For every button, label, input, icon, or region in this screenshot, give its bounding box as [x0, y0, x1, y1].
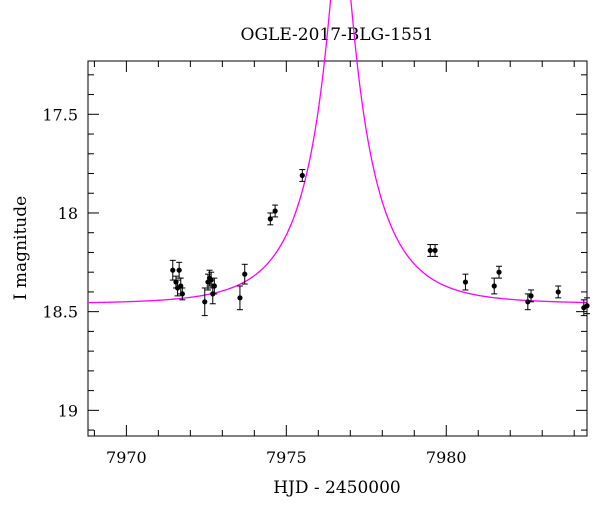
data-point	[525, 299, 531, 305]
data-point-group	[201, 287, 208, 317]
model-layer	[87, 0, 588, 304]
data-point	[211, 283, 217, 289]
data-point-group	[555, 285, 562, 299]
data-point	[242, 271, 248, 277]
data-point	[555, 289, 561, 295]
data-point-group	[432, 244, 439, 257]
data-point	[202, 299, 208, 305]
data-point	[237, 295, 243, 301]
x-axis-label: HJD - 2450000	[273, 478, 401, 498]
data-point-group	[491, 277, 498, 295]
data-point	[496, 269, 502, 275]
data-point	[179, 291, 185, 297]
data-point-group	[528, 289, 535, 303]
data-point-group	[496, 265, 503, 279]
data-point-group	[462, 273, 469, 291]
data-point-group	[169, 259, 176, 281]
data-point	[299, 172, 305, 179]
data-point-group	[584, 297, 590, 315]
model-curve	[87, 0, 588, 304]
data-point	[208, 277, 214, 283]
x-tick-label: 7980	[426, 448, 467, 467]
chart-title: OGLE-2017-BLG-1551	[241, 25, 434, 45]
data-point	[170, 267, 176, 273]
data-point-group	[267, 212, 274, 226]
data-point-group	[211, 277, 218, 295]
data-point	[462, 279, 469, 285]
y-tick-label: 18.5	[42, 303, 78, 322]
axis-ticks	[88, 61, 587, 436]
plot-border	[87, 60, 588, 437]
data-point-group	[241, 263, 248, 285]
plot-frame	[87, 60, 588, 437]
y-tick-label: 18	[58, 204, 78, 223]
y-tick-label: 17.5	[42, 105, 78, 124]
data-point	[432, 247, 438, 254]
x-tick-label: 7970	[106, 448, 147, 467]
x-tick-label: 7975	[266, 448, 307, 467]
axis-tick-labels: 7970 7975 7980 17.5 18 18.5 19	[42, 105, 466, 467]
data-point	[491, 283, 497, 289]
data-point	[272, 208, 278, 214]
y-axis-label: I magnitude	[11, 196, 31, 300]
data-point	[528, 293, 534, 299]
data-points	[169, 169, 590, 317]
y-tick-label: 19	[58, 401, 78, 420]
data-point-group	[179, 287, 186, 301]
data-point	[267, 216, 273, 222]
data-point-group	[177, 277, 184, 295]
data-point-group	[299, 169, 306, 182]
data-point	[427, 247, 433, 254]
data-point-group	[272, 204, 279, 218]
data-point	[176, 267, 182, 273]
data-point	[584, 303, 590, 309]
data-point-group	[524, 293, 531, 311]
data-point-group	[208, 271, 215, 289]
data-point-group	[236, 285, 243, 311]
data-point	[178, 283, 184, 289]
data-point-group	[427, 244, 434, 257]
